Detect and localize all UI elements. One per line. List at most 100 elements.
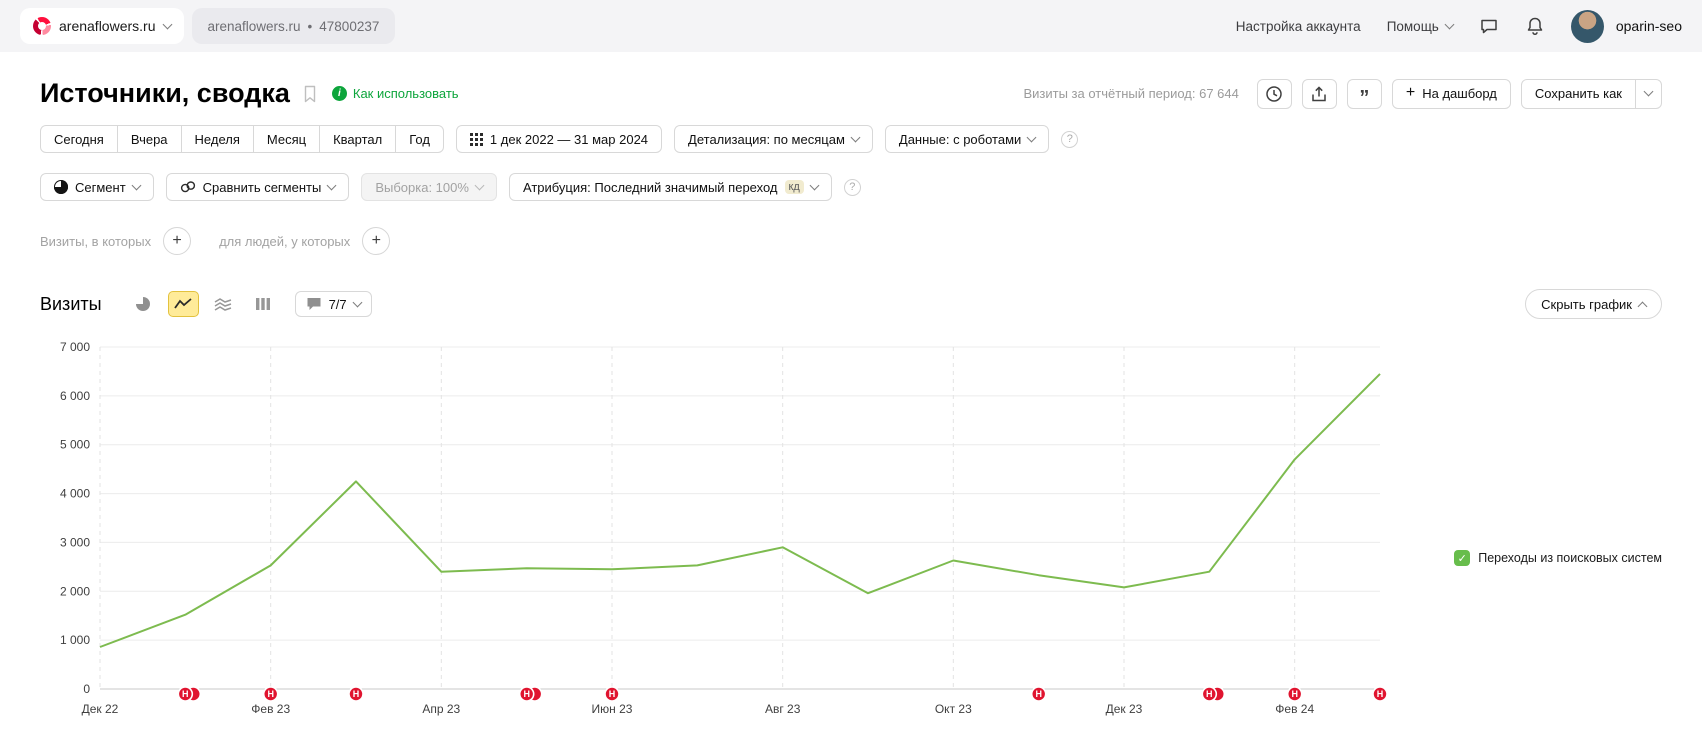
add-visit-condition-button[interactable]: +	[163, 227, 192, 255]
hide-chart-button[interactable]: Скрыть график	[1525, 289, 1662, 319]
period-yesterday-button[interactable]: Вчера	[116, 125, 182, 153]
save-as-button[interactable]: Сохранить как	[1520, 78, 1636, 109]
segment-builder-row: Визиты, в которых + для людей, у которых…	[40, 227, 1662, 255]
period-quarter-button[interactable]: Квартал	[319, 125, 397, 153]
plus-icon: +	[1405, 83, 1416, 101]
annotation-marker[interactable]	[1030, 686, 1047, 702]
add-people-condition-button[interactable]: +	[362, 227, 391, 255]
annotation-marker-letter: Н	[1377, 689, 1384, 699]
save-as-dropdown-button[interactable]	[1635, 78, 1662, 109]
legend-checkbox[interactable]: ✓	[1454, 550, 1471, 566]
account-settings-link[interactable]: Настройка аккаунта	[1235, 18, 1361, 34]
visits-period-note: Визиты за отчётный период: 67 644	[1023, 86, 1239, 101]
feedback-chat-icon[interactable]	[1479, 16, 1499, 36]
segment-label: Сегмент	[75, 179, 126, 195]
annotation-marker-letter: Н	[1035, 689, 1042, 699]
chevron-down-icon	[326, 180, 337, 190]
compare-segments-icon	[180, 181, 195, 193]
export-button[interactable]	[1301, 78, 1337, 109]
breadcrumb[interactable]: arenaflowers.ru • 47800237	[191, 8, 396, 44]
y-tick-label: 2 000	[60, 584, 90, 598]
add-to-dashboard-label: На дашборд	[1422, 86, 1497, 101]
detalization-dropdown[interactable]: Детализация: по месяцам	[674, 125, 873, 153]
breadcrumb-counter-id: 47800237	[319, 18, 380, 34]
legend-label: Переходы из поисковых систем	[1478, 551, 1662, 565]
period-year-button[interactable]: Год	[395, 125, 444, 153]
pie-chart-icon	[136, 297, 151, 311]
period-week-button[interactable]: Неделя	[180, 125, 254, 153]
date-range-button[interactable]: 1 дек 2022 — 31 мар 2024	[455, 125, 663, 153]
x-tick-label: Апр 23	[422, 702, 460, 716]
counter-selector[interactable]: arenaflowers.ru	[20, 8, 184, 44]
annotation-marker-letter: Н	[1291, 689, 1298, 699]
attribution-dropdown[interactable]: Атрибуция: Последний значимый переход кд	[508, 173, 832, 201]
report-time-button[interactable]	[1256, 78, 1292, 109]
compare-segments-dropdown[interactable]: Сравнить сегменты	[165, 173, 350, 201]
annotation-marker[interactable]	[518, 686, 535, 702]
annotation-marker[interactable]	[262, 686, 279, 702]
y-tick-label: 6 000	[60, 389, 90, 403]
chart-type-pie-button[interactable]	[128, 291, 159, 317]
period-presets: Сегодня Вчера Неделя Месяц Квартал Год	[40, 125, 444, 153]
bookmark-icon[interactable]	[303, 85, 317, 103]
annotation-marker[interactable]	[604, 686, 620, 702]
metrica-logo-icon	[33, 17, 51, 35]
period-month-button[interactable]: Месяц	[252, 125, 321, 153]
sampling-dropdown[interactable]: Выборка: 100%	[361, 173, 497, 201]
segment-dropdown[interactable]: Сегмент	[40, 173, 154, 201]
visits-line-series[interactable]	[99, 373, 1381, 648]
x-tick-label: Фев 24	[1275, 702, 1314, 716]
compare-segments-label: Сравнить сегменты	[202, 179, 322, 195]
main-content: Источники, сводка i Как использовать Виз…	[0, 78, 1702, 733]
avatar[interactable]	[1570, 9, 1604, 43]
segment-pie-icon	[54, 180, 68, 194]
annotation-marker[interactable]	[177, 686, 194, 702]
annotation-marker-letter: Н	[267, 689, 274, 699]
page-header: Источники, сводка i Как использовать Виз…	[40, 78, 1662, 109]
add-to-dashboard-button[interactable]: + На дашборд	[1391, 78, 1511, 109]
calendar-icon	[469, 132, 483, 146]
visits-condition-label: Визиты, в которых	[40, 233, 152, 249]
chart-legend[interactable]: ✓ Переходы из поисковых систем	[1454, 550, 1662, 566]
how-to-use-link[interactable]: i Как использовать	[331, 86, 459, 101]
annotation-marker[interactable]	[1201, 686, 1218, 702]
help-menu[interactable]: Помощь	[1387, 19, 1455, 34]
attribution-help-icon[interactable]: ?	[843, 178, 861, 196]
data-mode-dropdown[interactable]: Данные: с роботами	[884, 125, 1050, 153]
chevron-down-icon	[1444, 19, 1455, 29]
x-tick-label: Окт 23	[935, 702, 972, 716]
visits-chart: 0 1 000 2 000 3 000 4 000 5 000 6 000 7 000 Дек …	[40, 333, 1662, 733]
y-tick-label: 7 000	[60, 340, 90, 354]
topbar-right: Настройка аккаунта Помощь oparin-seo	[1235, 9, 1682, 43]
annotation-marker[interactable]	[1286, 686, 1303, 702]
period-today-button[interactable]: Сегодня	[40, 125, 118, 153]
username: oparin-seo	[1615, 18, 1682, 34]
chart-type-area-button[interactable]	[208, 291, 239, 317]
x-tick-label: Авг 23	[765, 702, 801, 716]
annotation-marker[interactable]	[1372, 686, 1388, 702]
data-mode-help-icon[interactable]: ?	[1061, 130, 1079, 148]
counter-name: arenaflowers.ru	[59, 18, 156, 34]
gpt-summary-button[interactable]: ”	[1346, 78, 1382, 109]
y-tick-label: 5 000	[60, 438, 90, 452]
chart-header: Визиты	[40, 289, 1662, 319]
segment-filter-row: Сегмент Сравнить сегменты Выборка: 100% …	[40, 173, 1662, 201]
sampling-label: Выборка: 100%	[375, 179, 469, 195]
x-tick-label: Июн 23	[592, 702, 633, 716]
columns-chart-icon	[256, 298, 271, 310]
annotation-marker-letter: Н	[523, 689, 530, 699]
y-tick-label: 0	[83, 682, 90, 696]
chart-type-columns-button[interactable]	[248, 291, 279, 317]
visits-line-chart[interactable]: 0 1 000 2 000 3 000 4 000 5 000 6 000 7 000 Дек …	[40, 333, 1400, 725]
annotations-dropdown[interactable]: 7/7	[294, 291, 372, 317]
data-mode-label: Данные: с роботами	[898, 131, 1022, 147]
chevron-down-icon	[474, 180, 485, 190]
annotation-marker[interactable]	[348, 686, 364, 702]
notifications-bell-icon[interactable]	[1525, 16, 1545, 36]
line-chart-icon	[174, 298, 192, 309]
date-range-label: 1 дек 2022 — 31 мар 2024	[489, 131, 649, 147]
x-tick-label: Дек 23	[1106, 702, 1143, 716]
chart-type-line-button[interactable]	[167, 291, 199, 317]
stacked-area-icon	[214, 298, 232, 311]
chart-title: Визиты	[40, 293, 102, 314]
